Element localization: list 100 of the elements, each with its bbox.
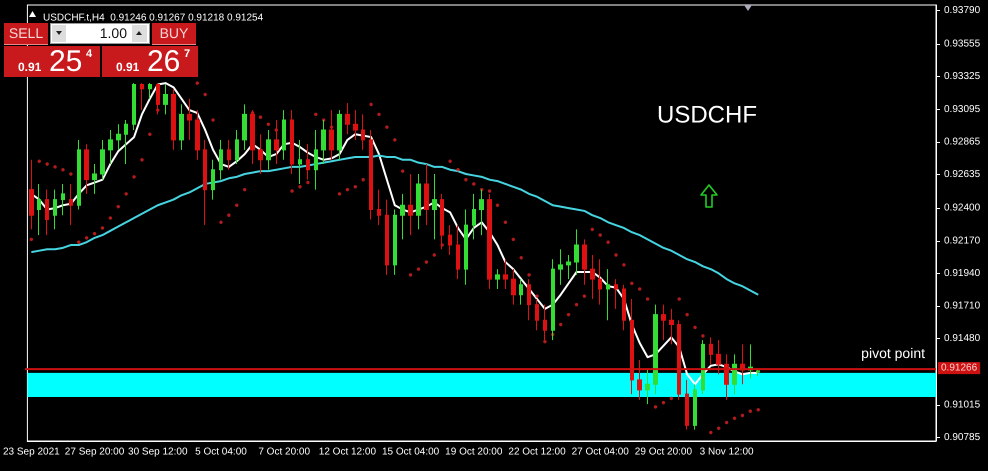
candlestick (456, 224, 460, 280)
candlestick (84, 144, 89, 194)
candlestick (61, 183, 65, 216)
y-tick-label: 0.92170 (944, 235, 981, 246)
candlestick (235, 129, 239, 165)
candlestick (645, 369, 650, 405)
candlestick (661, 304, 666, 341)
y-tick-label: 0.93095 (944, 104, 981, 115)
x-tick-label: 7 Oct 20:00 (258, 446, 310, 458)
candlestick (701, 340, 705, 395)
candlestick (124, 120, 128, 165)
text: USDCHF.t,H4 0.91246 0.91267 0.91218 0.91254 (43, 12, 264, 24)
y-tick-label: 0.92865 (944, 136, 981, 148)
x-tick-label: 27 Oct 04:00 (572, 446, 630, 458)
x-tick-label: 22 Oct 12:00 (508, 446, 566, 458)
candlestick (321, 120, 326, 165)
candlestick (37, 183, 41, 236)
annotation: USDCHF (657, 102, 757, 128)
candlestick (622, 284, 626, 331)
candlestick (132, 82, 136, 130)
candlestick (566, 254, 571, 280)
candlestick (535, 298, 539, 331)
candlestick (77, 139, 81, 210)
candlestick (100, 139, 105, 180)
y-tick-label: 0.93790 (944, 5, 981, 16)
candlestick (487, 193, 492, 290)
candlestick (179, 104, 184, 150)
candlestick (171, 88, 176, 150)
quantity-field[interactable]: 1.00 (50, 23, 150, 44)
candlestick (756, 368, 760, 376)
candlestick (187, 98, 192, 140)
candlestick (298, 139, 302, 184)
x-tick-label: 27 Sep 20:00 (64, 446, 125, 458)
candlestick (479, 189, 484, 236)
candlestick (503, 258, 508, 290)
buy-button[interactable]: BUY (152, 23, 196, 45)
annotation: 7 (184, 48, 190, 60)
candlestick (227, 139, 231, 170)
candlestick (219, 139, 223, 180)
candlestick (69, 183, 73, 226)
candlestick (614, 278, 618, 310)
annotation: 25 (49, 45, 82, 78)
candlestick (732, 354, 737, 395)
candlestick (685, 379, 689, 430)
y-tick-label: 0.91940 (944, 268, 981, 279)
candlestick (400, 193, 405, 240)
candlestick (203, 139, 207, 226)
candlestick (258, 134, 263, 175)
candlestick (290, 110, 294, 175)
x-tick-label: 5 Oct 04:00 (195, 446, 248, 458)
annotation: 0.91 (116, 60, 140, 74)
x-tick-label: 23 Sep 2021 (2, 446, 60, 458)
candlestick (448, 224, 452, 256)
line-series (30, 154, 760, 296)
annotation: 1.00 (98, 24, 127, 43)
candlestick (53, 189, 57, 230)
x-tick-label: 30 Sep 12:00 (128, 446, 188, 458)
candlestick (424, 164, 429, 226)
candlestick (416, 174, 421, 230)
y-tick-label: 0.93325 (944, 71, 981, 82)
candlestick (598, 258, 602, 306)
candlestick (495, 268, 500, 290)
candlestick (630, 298, 634, 395)
x-tick-label: 29 Oct 20:00 (634, 446, 692, 458)
candlestick (108, 129, 113, 165)
candlestick (266, 129, 271, 170)
candlestick (148, 82, 152, 100)
candlestick (519, 278, 523, 306)
sell-button[interactable]: SELL (4, 23, 48, 45)
candlestick (393, 209, 397, 276)
y-tick-label: 0.91015 (944, 399, 981, 410)
y-tick-label: 0.92400 (944, 202, 981, 214)
candlestick (677, 320, 681, 400)
candlestick (574, 228, 579, 276)
y-tick-label: 0.92635 (944, 169, 981, 180)
y-tick-label: 0.90785 (944, 432, 981, 443)
candlestick (29, 159, 34, 230)
annotation: 4 (86, 48, 92, 60)
annotation: 26 (147, 45, 180, 78)
annotation: pivot point (861, 345, 926, 361)
candlestick (242, 104, 247, 150)
candlestick (511, 268, 516, 306)
y-tick-label: 0.91710 (944, 300, 981, 312)
candlestick (163, 84, 168, 115)
candlestick (432, 174, 437, 240)
candlestick (385, 199, 389, 276)
candlestick (353, 110, 358, 140)
x-tick-label: 19 Oct 20:00 (445, 446, 503, 458)
candlestick (92, 164, 97, 194)
candlestick (653, 304, 658, 395)
candlestick (314, 129, 318, 190)
candlestick (345, 102, 350, 135)
candlestick (377, 189, 381, 226)
candlestick (337, 110, 342, 160)
y-tick-label: 0.93555 (944, 38, 981, 50)
ref-line-label: 0.91266 (941, 362, 978, 374)
candlestick (724, 354, 729, 400)
candlestick (709, 336, 713, 365)
x-tick-label: 3 Nov 12:00 (700, 446, 754, 458)
candlestick (306, 144, 310, 180)
